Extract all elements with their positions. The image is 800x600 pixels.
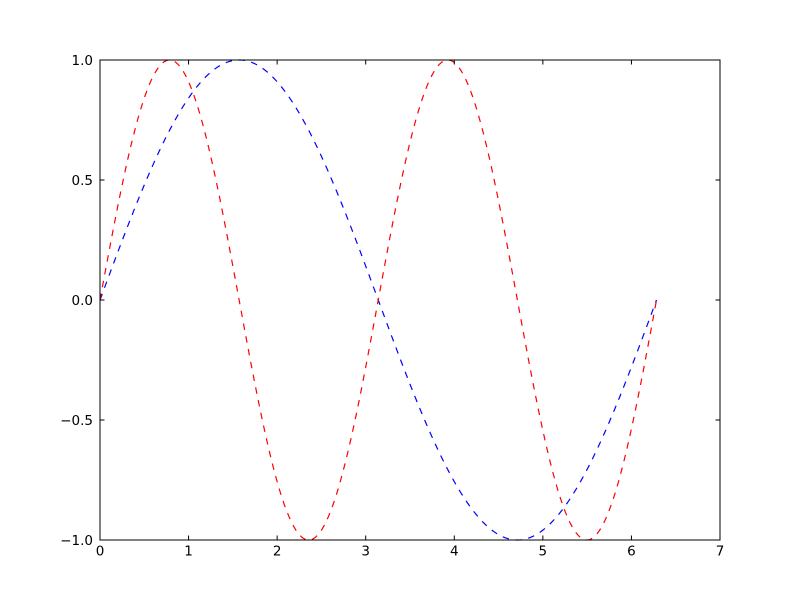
x-tick-label: 0 (96, 544, 105, 560)
x-tick-label: 3 (361, 544, 370, 560)
x-tick-label: 6 (627, 544, 636, 560)
y-tick-label: 1.0 (72, 53, 93, 69)
series-curve-sin-2x- (99, 59, 658, 541)
plot-border (99, 59, 721, 541)
x-tick-label: 5 (539, 544, 548, 560)
y-tick-label: −0.5 (60, 413, 93, 429)
axes-background (100, 60, 720, 540)
y-tick-label: −1.0 (60, 533, 93, 549)
y-tick-label: 0.5 (72, 173, 93, 189)
x-tick-label: 1 (184, 544, 193, 560)
x-tick-label: 7 (716, 544, 725, 560)
y-tick-label: 0.0 (72, 293, 93, 309)
x-tick-label: 4 (450, 544, 459, 560)
x-tick-label: 2 (273, 544, 282, 560)
